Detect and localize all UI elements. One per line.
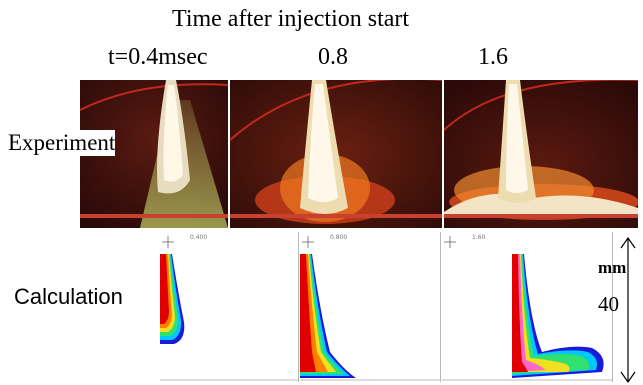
calculation-panel-3: 1.60 — [442, 232, 613, 382]
scale-unit: mm — [598, 258, 627, 277]
calculation-row-label: Calculation — [14, 284, 123, 309]
time-label-0-4: t=0.4msec — [108, 44, 208, 70]
sim-header-2: 0.800 — [330, 234, 348, 241]
time-label-0-8: 0.8 — [318, 44, 348, 70]
calculation-panel-2: 0.800 — [300, 232, 441, 382]
experiment-photo-2 — [230, 80, 442, 228]
experiment-photo-1 — [80, 80, 228, 228]
time-label-1-6: 1.6 — [478, 44, 508, 70]
chart-title: Time after injection start — [172, 6, 410, 32]
experiment-photo-3 — [444, 80, 638, 228]
scale-arrow-icon — [620, 236, 636, 384]
sim-header-3: 1.60 — [472, 234, 486, 241]
experiment-row-label: Experiment — [8, 130, 116, 156]
calculation-panel-1: 0.400 — [160, 232, 299, 382]
sim-header-1: 0.400 — [190, 234, 208, 241]
scale-value: 40 — [598, 292, 619, 316]
